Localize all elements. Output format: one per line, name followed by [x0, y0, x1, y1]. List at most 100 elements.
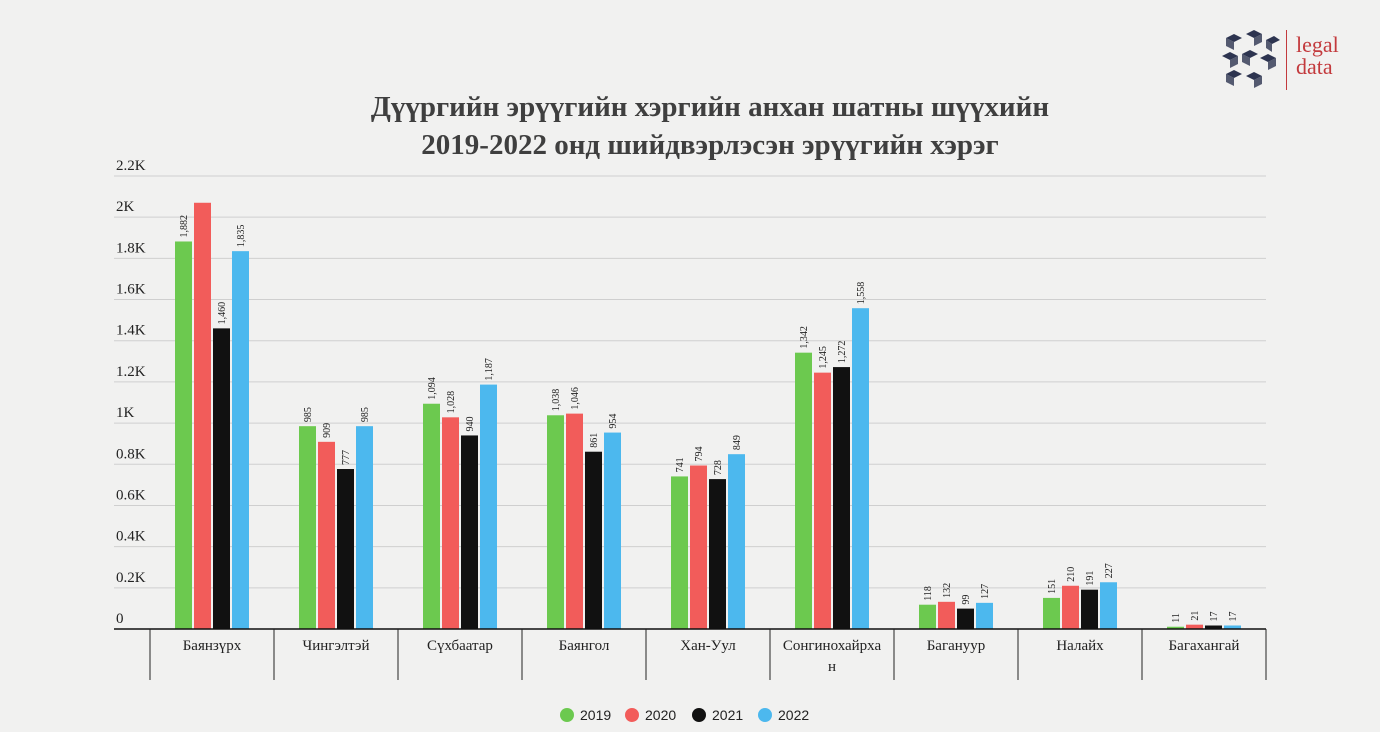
legend-label: 2020: [645, 707, 677, 723]
bar-2021-5: [833, 367, 850, 629]
data-label: 210: [1066, 567, 1077, 582]
chart-title-line-2: 2019-2022 онд шийдвэрлэсэн эрүүгийн хэрэ…: [421, 129, 999, 161]
data-label: 132: [942, 583, 953, 598]
y-axis-ticks: 0 0.2K 0.4K 0.6K 0.8K 1K 1.2K 1.4K 1.6K 1.8K 2K 2.2…: [116, 158, 146, 627]
data-label: 11: [1171, 613, 1182, 623]
x-tick-label: Сүхбаатар: [427, 638, 493, 654]
bar-2022-6: [976, 602, 993, 629]
x-tick-label: Баянгол: [559, 638, 610, 654]
data-label: 849: [732, 435, 743, 450]
bar-2021-6: [957, 608, 974, 629]
bar-2021-7: [1081, 589, 1098, 629]
data-label: 1,342: [799, 326, 810, 349]
bar-2020-6: [938, 601, 955, 629]
data-label: 741: [675, 457, 686, 472]
bar-2019-0: [175, 241, 192, 629]
data-label: 861: [589, 433, 600, 448]
data-label: 1,835: [236, 225, 247, 248]
bar-2019-8: [1167, 626, 1184, 629]
legend-item-2022: 2022: [758, 703, 809, 727]
bar-2022-5: [852, 308, 869, 629]
bar-2020-3: [566, 413, 583, 629]
data-label: 17: [1228, 611, 1239, 621]
y-tick-label: 1.4K: [116, 323, 146, 339]
legal-data-logo: legal data: [1220, 28, 1360, 92]
y-tick-label: 1.8K: [116, 240, 146, 256]
x-tick-label: Багануур: [927, 638, 986, 654]
logo-separator: [1286, 30, 1287, 90]
bar-2020-1: [318, 441, 335, 629]
data-label: 1,038: [551, 389, 562, 412]
bar-2022-0: [232, 251, 249, 630]
legend-item-2020: 2020: [625, 703, 676, 727]
data-label: 1,187: [484, 358, 495, 381]
bar-2022-4: [728, 454, 745, 629]
data-label: 777: [341, 450, 352, 465]
bar-2022-8: [1224, 625, 1241, 629]
bar-2019-2: [423, 403, 440, 629]
data-label: 985: [360, 407, 371, 422]
x-tick-label: Сонгинохайрха: [783, 638, 882, 654]
bar-2022-7: [1100, 582, 1117, 629]
data-label: 940: [465, 416, 476, 431]
bars: [175, 202, 1241, 630]
data-label: 21: [1190, 611, 1201, 621]
bar-2020-8: [1186, 624, 1203, 629]
x-tick-label: Хан-Уул: [680, 638, 736, 654]
data-label: 99: [961, 595, 972, 605]
y-tick-label: 0.4K: [116, 529, 146, 545]
data-label: 1,245: [818, 346, 829, 369]
x-tick-label: н: [828, 659, 836, 675]
bar-2021-2: [461, 435, 478, 629]
y-tick-label: 2.2K: [116, 158, 146, 174]
data-label: 127: [980, 584, 991, 599]
bar-2019-7: [1043, 597, 1060, 629]
data-label: 17: [1209, 611, 1220, 621]
data-label: 909: [322, 423, 333, 438]
bar-2021-8: [1205, 625, 1222, 629]
legend-marker: [625, 708, 639, 722]
bar-2022-1: [356, 426, 373, 629]
x-tick-label: Багахангай: [1169, 638, 1240, 654]
legend-label: 2019: [580, 707, 612, 723]
y-tick-label: 0: [116, 611, 124, 627]
data-label: 1,094: [427, 377, 438, 400]
bar-2020-0: [194, 202, 211, 629]
y-tick-label: 1.2K: [116, 364, 146, 380]
x-tick-label: Чингэлтэй: [302, 638, 369, 654]
y-tick-label: 0.2K: [116, 570, 146, 586]
bar-2021-1: [337, 469, 354, 629]
data-label: 151: [1047, 579, 1058, 594]
y-tick-label: 1K: [116, 405, 135, 421]
logo-text-line-2: data: [1296, 54, 1333, 79]
bar-2022-3: [604, 432, 621, 629]
bar-2022-2: [480, 384, 497, 629]
bar-2019-1: [299, 426, 316, 629]
data-label: 794: [694, 447, 705, 462]
bar-2019-6: [919, 604, 936, 629]
data-label: 985: [303, 407, 314, 422]
bar-2020-7: [1062, 585, 1079, 629]
legend-marker: [692, 708, 706, 722]
x-tick-label: Налайх: [1056, 638, 1104, 654]
x-axis: Баянзүрх Чингэлтэй Сүхбаатар Баянгол Хан-Уул…: [114, 628, 1267, 680]
data-label: 728: [713, 460, 724, 475]
legend-marker: [560, 708, 574, 722]
logo-text: legal data: [1296, 34, 1339, 78]
bar-2019-3: [547, 415, 564, 629]
data-label: 1,882: [179, 215, 190, 238]
legend-marker: [758, 708, 772, 722]
y-tick-label: 0.6K: [116, 487, 146, 503]
data-label: 191: [1085, 571, 1096, 586]
y-tick-label: 0.8K: [116, 446, 146, 462]
data-labels: 1,882 1,460 1,835 985 909 777 985 1,094 1,028 940…: [179, 215, 1239, 623]
bar-2019-5: [795, 352, 812, 629]
bar-2021-3: [585, 451, 602, 629]
data-label: 1,460: [217, 302, 228, 325]
data-label: 1,028: [446, 391, 457, 414]
legend-label: 2021: [712, 707, 744, 723]
chart-title: Дүүргийн эрүүгийн хэргийн анхан шатны шү…: [260, 88, 1160, 164]
data-label: 954: [608, 414, 619, 429]
legend-item-2019: 2019: [560, 703, 611, 727]
bar-2020-4: [690, 465, 707, 629]
